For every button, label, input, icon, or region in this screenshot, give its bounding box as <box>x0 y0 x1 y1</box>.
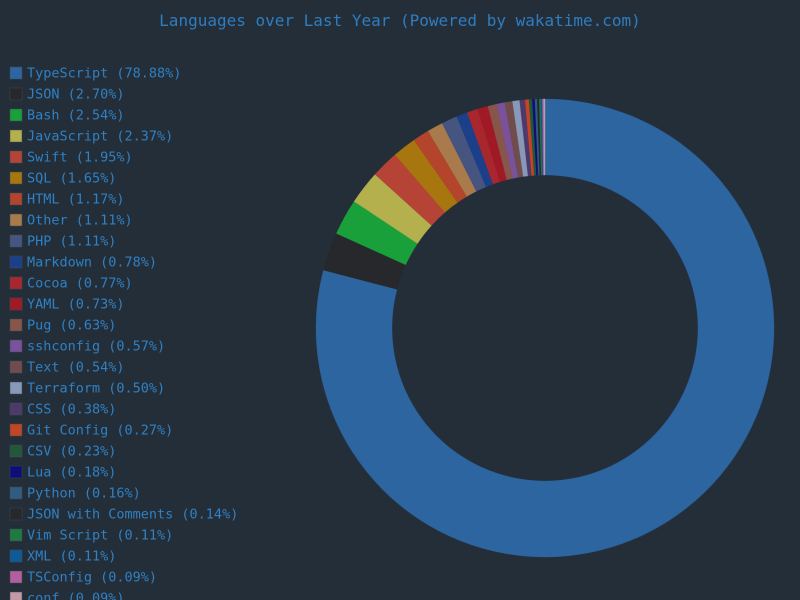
legend-item-php: PHP (1.11%) <box>9 234 116 250</box>
legend-label: JSON (2.70%) <box>27 87 125 103</box>
legend-label: Terraform (0.50%) <box>27 381 165 397</box>
legend-label: HTML (1.17%) <box>27 192 125 208</box>
legend-swatch <box>9 339 23 353</box>
legend-label: Markdown (0.78%) <box>27 255 157 271</box>
legend-item-sshconfig: sshconfig (0.57%) <box>9 339 165 355</box>
legend-item-xml: XML (0.11%) <box>9 549 116 565</box>
legend-swatch <box>9 234 23 248</box>
legend-label: TSConfig (0.09%) <box>27 570 157 586</box>
legend-item-json-with-comments: JSON with Comments (0.14%) <box>9 507 238 523</box>
legend-swatch <box>9 507 23 521</box>
legend-label: Pug (0.63%) <box>27 318 116 334</box>
legend-label: Other (1.11%) <box>27 213 133 229</box>
legend-swatch <box>9 423 23 437</box>
legend-swatch <box>9 297 23 311</box>
legend-label: SQL (1.65%) <box>27 171 116 187</box>
legend-item-csv: CSV (0.23%) <box>9 444 116 460</box>
legend-label: Python (0.16%) <box>27 486 141 502</box>
legend-item-html: HTML (1.17%) <box>9 192 125 208</box>
legend-swatch <box>9 465 23 479</box>
legend-swatch <box>9 66 23 80</box>
legend-label: Cocoa (0.77%) <box>27 276 133 292</box>
legend-swatch <box>9 171 23 185</box>
legend-item-python: Python (0.16%) <box>9 486 141 502</box>
legend-swatch <box>9 192 23 206</box>
donut-slices <box>315 98 775 558</box>
legend-swatch <box>9 318 23 332</box>
legend-item-cocoa: Cocoa (0.77%) <box>9 276 133 292</box>
legend-swatch <box>9 444 23 458</box>
legend-label: JSON with Comments (0.14%) <box>27 507 238 523</box>
legend-item-pug: Pug (0.63%) <box>9 318 116 334</box>
legend-item-markdown: Markdown (0.78%) <box>9 255 157 271</box>
legend-item-sql: SQL (1.65%) <box>9 171 116 187</box>
legend-label: YAML (0.73%) <box>27 297 125 313</box>
legend-label: Lua (0.18%) <box>27 465 116 481</box>
legend-label: TypeScript (78.88%) <box>27 66 181 82</box>
legend-label: conf (0.09%) <box>27 591 125 600</box>
legend-item-javascript: JavaScript (2.37%) <box>9 129 173 145</box>
legend-swatch <box>9 360 23 374</box>
slice-typescript <box>315 98 775 558</box>
legend-item-yaml: YAML (0.73%) <box>9 297 125 313</box>
legend-label: PHP (1.11%) <box>27 234 116 250</box>
legend-label: CSV (0.23%) <box>27 444 116 460</box>
legend-swatch <box>9 570 23 584</box>
legend: TypeScript (78.88%) JSON (2.70%) Bash (2.5… <box>9 66 238 600</box>
legend-label: JavaScript (2.37%) <box>27 129 173 145</box>
legend-label: Vim Script (0.11%) <box>27 528 173 544</box>
legend-label: Swift (1.95%) <box>27 150 133 166</box>
slice-conf <box>543 98 546 176</box>
legend-swatch <box>9 213 23 227</box>
chart-title: Languages over Last Year (Powered by wak… <box>159 11 641 30</box>
legend-item-swift: Swift (1.95%) <box>9 150 133 166</box>
legend-swatch <box>9 150 23 164</box>
legend-swatch <box>9 486 23 500</box>
legend-swatch <box>9 87 23 101</box>
legend-swatch <box>9 591 23 600</box>
legend-label: Text (0.54%) <box>27 360 125 376</box>
legend-item-lua: Lua (0.18%) <box>9 465 116 481</box>
legend-item-typescript: TypeScript (78.88%) <box>9 66 181 82</box>
legend-item-git-config: Git Config (0.27%) <box>9 423 173 439</box>
legend-item-tsconfig: TSConfig (0.09%) <box>9 570 157 586</box>
legend-swatch <box>9 129 23 143</box>
legend-item-css: CSS (0.38%) <box>9 402 116 418</box>
legend-item-text: Text (0.54%) <box>9 360 125 376</box>
legend-item-other: Other (1.11%) <box>9 213 133 229</box>
legend-item-bash: Bash (2.54%) <box>9 108 125 124</box>
legend-label: Bash (2.54%) <box>27 108 125 124</box>
legend-swatch <box>9 549 23 563</box>
legend-swatch <box>9 528 23 542</box>
legend-swatch <box>9 381 23 395</box>
legend-item-terraform: Terraform (0.50%) <box>9 381 165 397</box>
legend-item-json: JSON (2.70%) <box>9 87 125 103</box>
legend-label: CSS (0.38%) <box>27 402 116 418</box>
legend-swatch <box>9 255 23 269</box>
legend-label: Git Config (0.27%) <box>27 423 173 439</box>
legend-swatch <box>9 276 23 290</box>
legend-swatch <box>9 402 23 416</box>
legend-label: sshconfig (0.57%) <box>27 339 165 355</box>
legend-swatch <box>9 108 23 122</box>
legend-item-vim-script: Vim Script (0.11%) <box>9 528 173 544</box>
legend-item-conf: conf (0.09%) <box>9 591 125 600</box>
legend-label: XML (0.11%) <box>27 549 116 565</box>
